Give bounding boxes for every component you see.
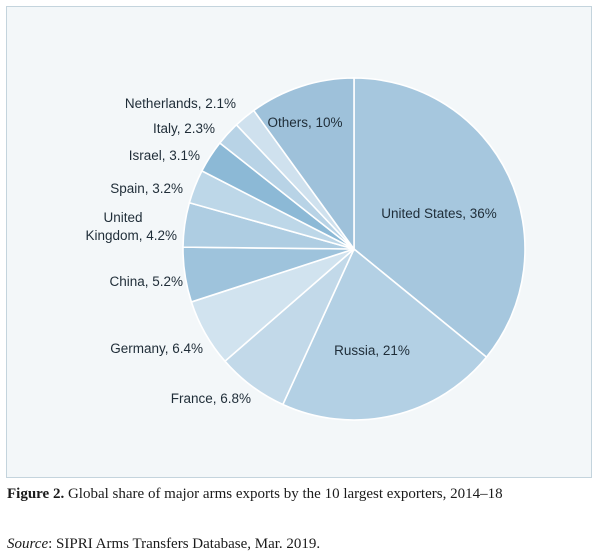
slice-label-5: United Kingdom, 4.2% [85, 210, 177, 243]
slice-label-0: United States, 36% [381, 206, 497, 221]
slice-label-4: China, 5.2% [109, 274, 183, 289]
slice-label-8: Italy, 2.3% [153, 121, 215, 136]
source-label: Source [7, 536, 49, 552]
slice-label-1: Russia, 21% [334, 343, 410, 358]
slice-label-3: Germany, 6.4% [110, 341, 203, 356]
caption-text: Global share of major arms exports by th… [64, 486, 503, 502]
pie-chart: United States, 36% Russia, 21% France, 6.8… [85, 77, 526, 421]
source-note: Source: SIPRI Arms Transfers Database, M… [7, 534, 593, 554]
pie-slice-1 [281, 247, 488, 421]
source-text: : SIPRI Arms Transfers Database, Mar. 20… [48, 536, 321, 552]
slice-label-9: Netherlands, 2.1% [125, 96, 236, 111]
pie-slice-0 [353, 77, 526, 359]
slice-label-2: France, 6.8% [171, 391, 251, 406]
slice-label-7: Israel, 3.1% [129, 148, 200, 163]
figure-label: Figure 2. [7, 486, 65, 502]
chart-frame: United States, 36% Russia, 21% France, 6.8… [6, 6, 592, 478]
pie-slice-10 [252, 77, 355, 252]
slice-label-6: Spain, 3.2% [110, 181, 183, 196]
figure-caption: Figure 2. Global share of major arms exp… [7, 484, 593, 505]
slice-label-10: Others, 10% [267, 115, 342, 130]
